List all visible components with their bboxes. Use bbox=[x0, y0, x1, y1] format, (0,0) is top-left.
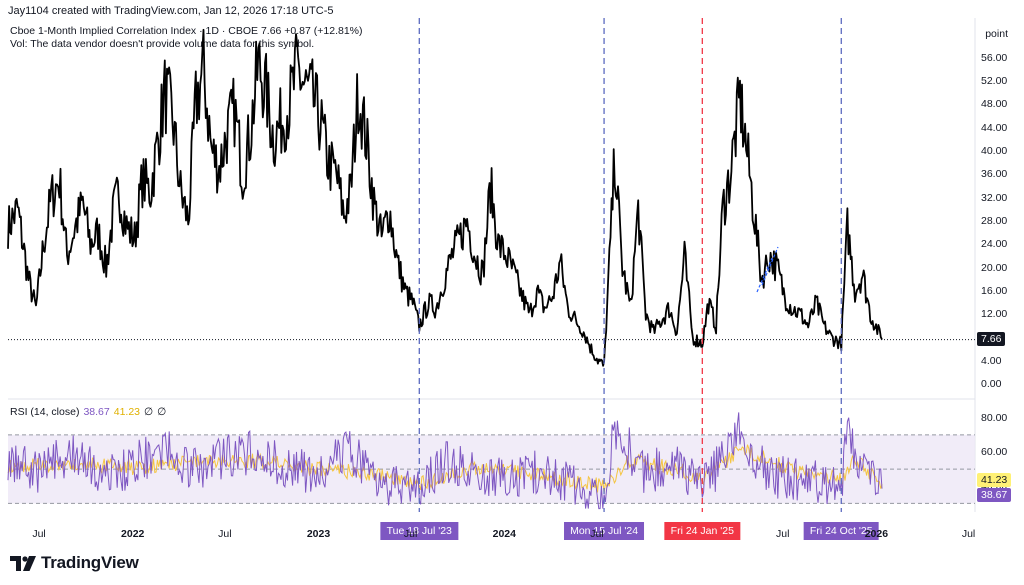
tradingview-logo[interactable]: TradingView bbox=[10, 553, 139, 573]
rsi-legend-value: 38.67 bbox=[83, 406, 110, 418]
volume-note: Vol: The data vendor doesn't provide vol… bbox=[10, 38, 315, 50]
x-tick-label: 2023 bbox=[306, 528, 331, 540]
rsi-legend: RSI (14, close) 38.67 41.23 ∅ ∅ bbox=[10, 406, 166, 418]
rsi-tick-label: 80.00 bbox=[981, 411, 1008, 424]
rsi-legend-ma-value: 41.23 bbox=[113, 406, 141, 418]
rsi-legend-symbol-b: ∅ bbox=[157, 406, 167, 418]
x-tick-label: Jul bbox=[590, 528, 604, 540]
symbol-legend: Cboe 1-Month Implied Correlation Index ·… bbox=[10, 25, 363, 51]
event-lines bbox=[418, 18, 842, 512]
symbol-info: Cboe 1-Month Implied Correlation Index ·… bbox=[10, 25, 363, 37]
chart-credit: Jay1104 created with TradingView.com, Ja… bbox=[8, 5, 334, 17]
price-tick-label: 44.00 bbox=[981, 121, 1008, 134]
rsi-pane bbox=[7, 398, 975, 510]
price-tick-label: 0.00 bbox=[981, 378, 1002, 391]
price-tick-label: 40.00 bbox=[981, 144, 1008, 157]
trendline-drawing bbox=[756, 246, 779, 293]
price-tick-label: 36.00 bbox=[981, 168, 1008, 181]
event-date-marker: Fri 24 Jan '25 bbox=[664, 522, 740, 540]
x-tick-label: 2024 bbox=[492, 528, 516, 540]
price-tick-label: 12.00 bbox=[981, 308, 1008, 321]
price-tick-label: 16.00 bbox=[981, 284, 1008, 297]
tradingview-logo-icon bbox=[10, 555, 36, 571]
x-tick-label: 2022 bbox=[121, 528, 145, 540]
event-date-marker: Tue 18 Jul '23 bbox=[380, 522, 458, 540]
price-tick-label: 28.00 bbox=[981, 214, 1008, 227]
event-date-marker: Fri 24 Oct '25 bbox=[803, 522, 879, 540]
tradingview-logo-text: TradingView bbox=[41, 553, 139, 572]
price-series-line bbox=[7, 28, 883, 367]
x-tick-label: Jul bbox=[961, 528, 976, 540]
rsi-value-tag: 38.67 bbox=[977, 487, 1012, 502]
x-tick-label: 2026 bbox=[864, 528, 889, 540]
x-tick-label: Jul bbox=[32, 528, 46, 540]
rsi-legend-symbol-a: ∅ bbox=[144, 406, 154, 418]
event-date-marker: Mon 15 Jul '24 bbox=[564, 522, 645, 540]
price-tick-label: 48.00 bbox=[981, 98, 1008, 111]
price-tick-label: 4.00 bbox=[981, 354, 1002, 367]
price-pane bbox=[7, 18, 976, 512]
x-tick-label: Jul bbox=[776, 528, 790, 540]
rsi-legend-label: RSI (14, close) bbox=[10, 406, 80, 418]
price-tick-label: 52.00 bbox=[981, 74, 1008, 87]
rsi-line bbox=[7, 412, 883, 510]
price-tick-label: 24.00 bbox=[981, 238, 1008, 251]
x-tick-label: Jul bbox=[218, 528, 232, 540]
price-tick-label: 56.00 bbox=[981, 51, 1008, 64]
x-tick-label: Jul bbox=[403, 528, 418, 540]
price-tick-label: 32.00 bbox=[981, 191, 1008, 204]
rsi-ma-line bbox=[7, 444, 883, 494]
price-tick-label: 20.00 bbox=[981, 261, 1008, 274]
rsi-ma-tag: 41.23 bbox=[977, 473, 1012, 488]
price-axis-title: point bbox=[985, 28, 1008, 40]
rsi-tick-label: 60.00 bbox=[981, 446, 1008, 458]
last-price-tag: 7.66 bbox=[977, 331, 1006, 346]
